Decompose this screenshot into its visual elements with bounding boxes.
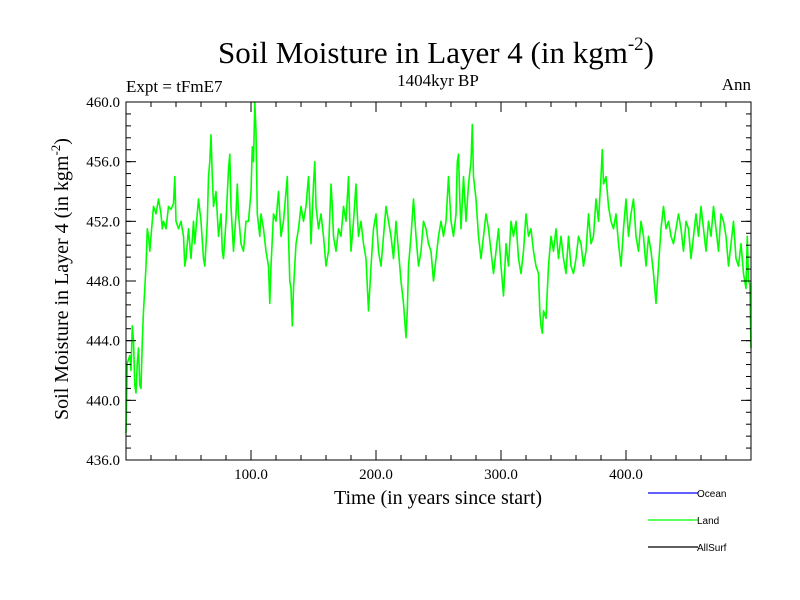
x-axis-label: Time (in years since start) — [334, 487, 542, 509]
svg-text:Soil Moisture in Layer 4 (in k: Soil Moisture in Layer 4 (in kgm-2) — [48, 138, 73, 420]
x-tick-label: 300.0 — [484, 467, 518, 483]
svg-text:Soil Moisture in Layer 4 (in k: Soil Moisture in Layer 4 (in kgm-2) — [218, 34, 654, 70]
plot-area — [125, 101, 752, 434]
y-axis-label-main: Soil Moisture in Layer 4 (in kgm — [51, 155, 73, 420]
y-tick-label: 460.0 — [86, 95, 120, 111]
y-tick-label: 436.0 — [86, 453, 120, 469]
subtitle-period: 1404kyr BP — [397, 71, 479, 90]
y-tick-label: 444.0 — [86, 334, 120, 350]
legend-label: AllSurf — [697, 543, 727, 554]
legend-item-land: Land — [648, 516, 719, 527]
x-tick-label: 200.0 — [359, 467, 393, 483]
legend-item-allsurf: AllSurf — [648, 543, 727, 554]
y-tick-label: 452.0 — [86, 214, 120, 230]
subtitle-experiment: Expt = tFmE7 — [126, 77, 223, 96]
title-close: ) — [644, 35, 654, 70]
legend: Ocean Land AllSurf — [648, 489, 727, 554]
legend-item-ocean: Ocean — [648, 489, 726, 500]
y-tick-label: 440.0 — [86, 393, 120, 409]
legend-label: Ocean — [697, 489, 726, 500]
title-superscript: -2 — [628, 34, 644, 55]
x-tick-label: 100.0 — [234, 467, 268, 483]
chart-title: Soil Moisture in Layer 4 (in kgm-2) — [218, 34, 654, 70]
y-axis-label-superscript: -2 — [48, 145, 63, 156]
y-tick-label: 448.0 — [86, 274, 120, 290]
y-axis-label: Soil Moisture in Layer 4 (in kgm-2) — [48, 138, 73, 420]
title-main: Soil Moisture in Layer 4 (in kgm — [218, 35, 628, 70]
subtitle-season: Ann — [722, 75, 752, 94]
y-axis-label-close: ) — [51, 138, 73, 145]
legend-label: Land — [697, 516, 719, 527]
axes: 100.0 200.0 300.0 400.0 436.0 440.0 444.0 448.0… — [86, 95, 752, 483]
x-tick-label: 400.0 — [609, 467, 643, 483]
y-tick-label: 456.0 — [86, 155, 120, 171]
series-line-land — [125, 101, 752, 434]
